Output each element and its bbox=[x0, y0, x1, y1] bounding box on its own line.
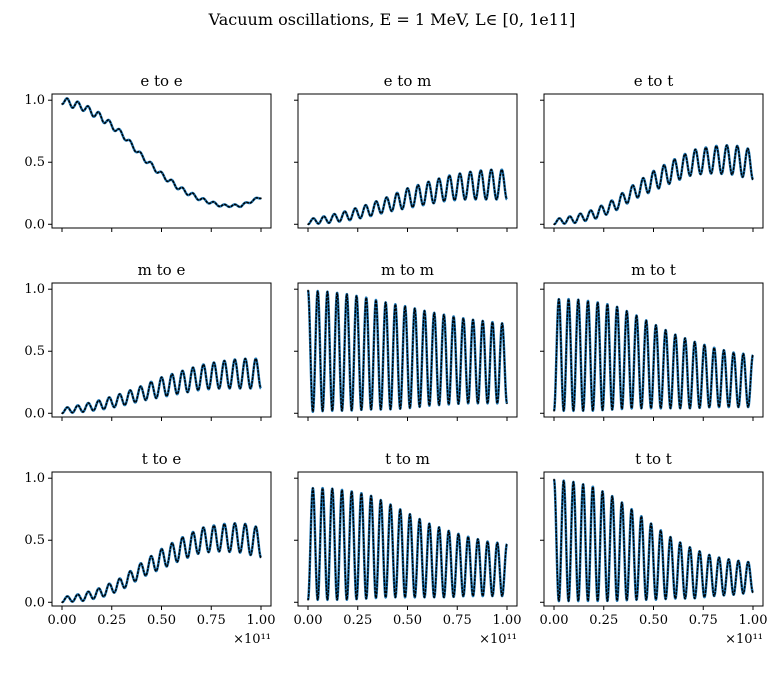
subplot-title: e to m bbox=[384, 72, 432, 90]
x-tick-label: 1.00 bbox=[247, 613, 276, 628]
subplot-title: t to t bbox=[635, 450, 672, 468]
series-dotted-line bbox=[553, 298, 754, 412]
subplot-e-to-m: e to m bbox=[294, 72, 518, 232]
subplot-title: e to t bbox=[634, 72, 674, 90]
x-tick-label: 1.00 bbox=[493, 613, 522, 628]
figure-title: Vacuum oscillations, E = 1 MeV, L∈ [0, 1… bbox=[208, 10, 576, 29]
x-offset-label: ×10¹¹ bbox=[233, 632, 271, 647]
x-tick-label: 0.00 bbox=[48, 613, 77, 628]
x-tick-label: 0.00 bbox=[294, 613, 323, 628]
subplot-title: t to m bbox=[385, 450, 430, 468]
subplot-m-to-m: m to m bbox=[294, 261, 518, 421]
series-dotted-line bbox=[307, 168, 508, 226]
subplot-t-to-m: t to m 0.00 0.25 0.50 0.75 1.00 ×10¹¹ bbox=[294, 450, 522, 647]
subplot-title: m to t bbox=[631, 261, 676, 279]
series-solid-line bbox=[60, 357, 263, 415]
subplot-e-to-t: e to t bbox=[540, 72, 764, 232]
series-solid-line bbox=[60, 522, 263, 604]
series-solid-line bbox=[552, 478, 755, 603]
x-tick-label: 0.25 bbox=[343, 613, 372, 628]
y-tick-label: 1.0 bbox=[24, 471, 45, 486]
subplot-m-to-t: m to t bbox=[540, 261, 764, 421]
x-tick-label: 0.00 bbox=[540, 613, 569, 628]
y-tick-label: 0.5 bbox=[24, 155, 45, 170]
y-tick-label: 1.0 bbox=[24, 282, 45, 297]
subplot-title: t to e bbox=[142, 450, 182, 468]
subplot-e-to-e: e to e 0.0 0.5 1.0 bbox=[24, 72, 272, 232]
subplot-t-to-e: t to e 0.0 0.5 1.0 0.00 0.25 0.50 0.75 1.00 ×10¹¹ bbox=[24, 450, 275, 647]
x-tick-label: 0.50 bbox=[147, 613, 176, 628]
axes-frame bbox=[297, 93, 518, 229]
x-tick-label: 0.75 bbox=[689, 613, 718, 628]
x-offset-label: ×10¹¹ bbox=[725, 632, 763, 647]
series-dotted-line bbox=[61, 97, 262, 208]
y-tick-label: 0.0 bbox=[24, 406, 45, 421]
subplot-t-to-t: t to t 0.00 0.25 0.50 0.75 1.00 ×10¹¹ bbox=[540, 450, 768, 647]
subplot-title: m to e bbox=[138, 261, 186, 279]
subplot-title: m to m bbox=[381, 261, 434, 279]
y-tick-label: 1.0 bbox=[24, 93, 45, 108]
series-dotted-line bbox=[307, 487, 508, 601]
series-dotted-line bbox=[553, 144, 754, 226]
x-tick-label: 0.25 bbox=[589, 613, 618, 628]
series-dotted-line bbox=[61, 357, 262, 415]
y-tick-label: 0.5 bbox=[24, 533, 45, 548]
x-offset-label: ×10¹¹ bbox=[479, 632, 517, 647]
x-tick-label: 0.50 bbox=[393, 613, 422, 628]
x-tick-label: 0.25 bbox=[97, 613, 126, 628]
y-tick-label: 0.0 bbox=[24, 595, 45, 610]
x-tick-label: 0.50 bbox=[639, 613, 668, 628]
axes-frame bbox=[51, 93, 272, 229]
x-tick-label: 1.00 bbox=[739, 613, 768, 628]
series-solid-line bbox=[552, 144, 755, 226]
subplot-m-to-e: m to e 0.0 0.5 1.0 bbox=[24, 261, 272, 421]
series-solid-line bbox=[306, 168, 509, 226]
x-tick-label: 0.75 bbox=[197, 613, 226, 628]
axes-frame bbox=[51, 282, 272, 418]
x-tick-label: 0.75 bbox=[443, 613, 472, 628]
series-dotted-line bbox=[307, 289, 508, 413]
y-tick-label: 0.0 bbox=[24, 217, 45, 232]
series-dotted-line bbox=[61, 522, 262, 604]
y-tick-label: 0.5 bbox=[24, 344, 45, 359]
subplot-title: e to e bbox=[140, 72, 182, 90]
